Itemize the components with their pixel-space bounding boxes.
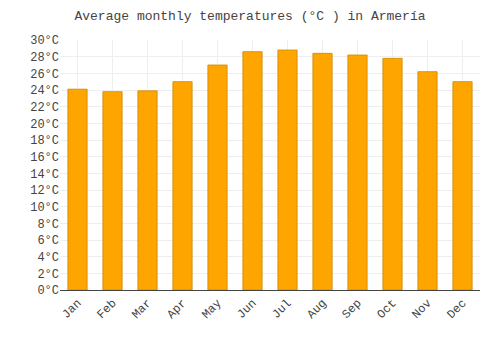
- svg-text:Mar: Mar: [129, 297, 154, 322]
- svg-text:20°C: 20°C: [30, 118, 59, 132]
- svg-text:28°C: 28°C: [30, 51, 59, 65]
- svg-text:Sep: Sep: [339, 297, 364, 322]
- svg-text:4°C: 4°C: [37, 251, 59, 265]
- svg-text:Oct: Oct: [374, 297, 399, 322]
- svg-text:Apr: Apr: [164, 297, 189, 322]
- svg-text:22°C: 22°C: [30, 101, 59, 115]
- svg-text:16°C: 16°C: [30, 151, 59, 165]
- svg-text:10°C: 10°C: [30, 201, 59, 215]
- svg-text:8°C: 8°C: [37, 218, 59, 232]
- svg-text:24°C: 24°C: [30, 84, 59, 98]
- svg-text:Aug: Aug: [304, 297, 329, 322]
- svg-text:2°C: 2°C: [37, 268, 59, 282]
- svg-text:Jan: Jan: [59, 297, 84, 322]
- svg-text:Feb: Feb: [94, 297, 119, 322]
- svg-text:Nov: Nov: [409, 297, 434, 322]
- svg-text:18°C: 18°C: [30, 134, 59, 148]
- svg-text:30°C: 30°C: [30, 34, 59, 48]
- svg-text:0°C: 0°C: [37, 284, 59, 298]
- svg-text:Average monthly temperatures (: Average monthly temperatures (°C ) in Ar…: [74, 9, 425, 24]
- svg-text:12°C: 12°C: [30, 184, 59, 198]
- svg-text:Dec: Dec: [444, 297, 469, 322]
- svg-text:26°C: 26°C: [30, 68, 59, 82]
- svg-text:Jul: Jul: [269, 297, 294, 322]
- svg-text:Jun: Jun: [234, 297, 259, 322]
- svg-text:6°C: 6°C: [37, 234, 59, 248]
- svg-text:May: May: [199, 297, 224, 322]
- svg-text:14°C: 14°C: [30, 168, 59, 182]
